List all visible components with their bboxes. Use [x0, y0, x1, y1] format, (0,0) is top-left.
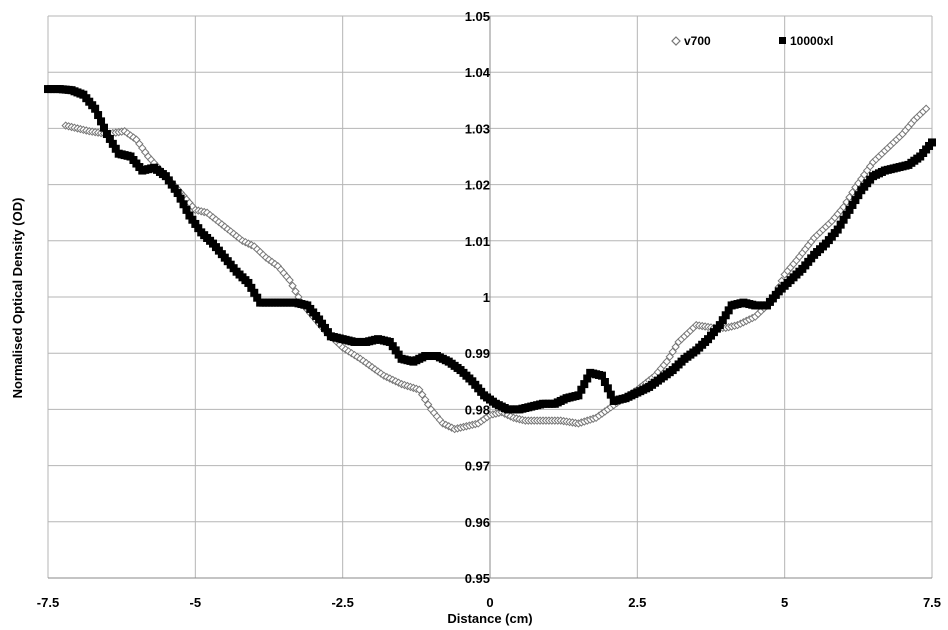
data-point-10000xl — [97, 117, 106, 126]
x-tick-label: 2.5 — [628, 595, 646, 610]
data-point-10000xl — [603, 384, 612, 393]
y-tick-label: 0.96 — [465, 515, 490, 530]
data-point-10000xl — [182, 205, 191, 214]
x-tick-label: -7.5 — [37, 595, 59, 610]
data-point-10000xl — [253, 293, 262, 302]
x-tick-label: 0 — [486, 595, 493, 610]
y-tick-label: 1.05 — [465, 9, 490, 24]
data-point-10000xl — [388, 342, 397, 351]
data-point-v700 — [285, 275, 294, 285]
data-point-10000xl — [385, 337, 394, 346]
legend-marker-v700 — [671, 36, 681, 46]
data-point-10000xl — [111, 144, 120, 153]
data-point-10000xl — [173, 189, 182, 198]
data-point-10000xl — [164, 176, 173, 185]
data-point-v700 — [671, 342, 680, 352]
legend-label-10000xl: 10000xl — [790, 34, 833, 48]
data-point-10000xl — [185, 211, 194, 220]
data-point-10000xl — [583, 374, 592, 383]
data-point-v700 — [665, 352, 674, 361]
data-point-10000xl — [394, 350, 403, 359]
data-point-10000xl — [105, 134, 114, 143]
data-point-10000xl — [574, 391, 583, 400]
y-tick-label: 0.99 — [465, 346, 490, 361]
x-tick-label: 7.5 — [923, 595, 941, 610]
legend-marker-10000xl — [779, 37, 786, 44]
data-point-10000xl — [94, 111, 103, 120]
data-point-10000xl — [176, 194, 185, 203]
data-point-10000xl — [577, 385, 586, 394]
y-tick-label: 1.03 — [465, 121, 490, 136]
data-point-10000xl — [845, 205, 854, 214]
data-point-10000xl — [836, 220, 845, 229]
x-tick-label: 5 — [781, 595, 788, 610]
data-point-v700 — [423, 400, 433, 409]
data-point-10000xl — [250, 288, 259, 297]
grid — [47, 15, 933, 579]
data-point-v700 — [921, 104, 931, 113]
data-point-v700 — [668, 347, 677, 357]
data-point-10000xl — [597, 371, 606, 380]
data-point-10000xl — [851, 196, 860, 205]
x-axis-title: Distance (cm) — [447, 611, 532, 626]
data-point-10000xl — [842, 210, 851, 219]
data-point-10000xl — [323, 328, 332, 337]
data-point-10000xl — [247, 283, 256, 292]
data-point-10000xl — [170, 184, 179, 193]
data-point-10000xl — [854, 191, 863, 200]
data-point-10000xl — [102, 130, 111, 139]
series-layer — [44, 85, 936, 434]
y-tick-label: 1.01 — [465, 234, 490, 249]
data-point-10000xl — [191, 219, 200, 228]
data-point-10000xl — [108, 139, 117, 148]
data-point-10000xl — [718, 316, 727, 325]
y-axis-title: Normalised Optical Density (OD) — [10, 198, 25, 399]
data-point-10000xl — [161, 172, 170, 181]
data-point-v700 — [415, 385, 424, 394]
legend: v700 10000xl — [671, 34, 833, 48]
data-point-v700 — [420, 395, 430, 404]
data-point-10000xl — [99, 123, 108, 132]
y-tick-label: 0.98 — [465, 402, 490, 417]
data-point-10000xl — [833, 225, 842, 234]
data-point-10000xl — [194, 224, 203, 233]
x-tick-label: -2.5 — [331, 595, 353, 610]
data-point-10000xl — [391, 346, 400, 355]
y-tick-label: 1.02 — [465, 178, 490, 193]
data-point-10000xl — [580, 380, 589, 389]
data-point-10000xl — [721, 311, 730, 320]
data-point-10000xl — [179, 200, 188, 209]
data-point-10000xl — [606, 390, 615, 399]
series-10000xl — [44, 85, 936, 414]
data-point-v700 — [288, 281, 297, 290]
data-point-10000xl — [167, 180, 176, 189]
y-tick-label: 0.97 — [465, 459, 490, 474]
data-point-10000xl — [244, 278, 253, 287]
y-tick-label: 0.95 — [465, 571, 490, 586]
x-tick-label: -5 — [190, 595, 202, 610]
data-point-v700 — [662, 357, 672, 366]
data-point-10000xl — [715, 321, 724, 330]
data-point-10000xl — [318, 319, 327, 328]
y-tick-labels: 0.95 0.96 0.97 0.98 0.99 1 1.01 1.02 1.03 1.04 1.0… — [465, 9, 491, 586]
y-tick-label: 1.04 — [465, 65, 491, 80]
series-v700 — [61, 104, 931, 434]
data-point-10000xl — [848, 200, 857, 209]
data-point-v700 — [291, 287, 300, 296]
data-point-10000xl — [839, 215, 848, 224]
data-point-10000xl — [724, 306, 733, 315]
data-point-10000xl — [928, 138, 936, 147]
data-point-10000xl — [315, 315, 324, 324]
legend-label-v700: v700 — [684, 34, 711, 48]
data-point-10000xl — [188, 215, 197, 224]
data-point-10000xl — [91, 104, 100, 113]
y-tick-label: 1 — [483, 290, 490, 305]
data-point-v700 — [418, 390, 427, 399]
x-tick-labels: -7.5 -5 -2.5 0 2.5 5 7.5 — [37, 595, 941, 610]
data-point-10000xl — [320, 323, 329, 332]
data-point-10000xl — [600, 378, 609, 387]
